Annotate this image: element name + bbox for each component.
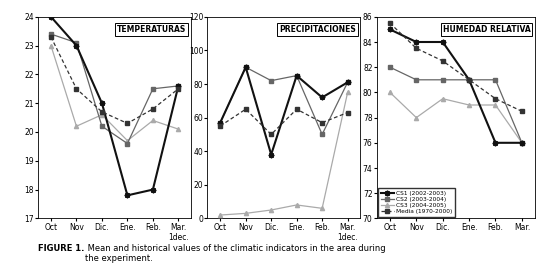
- Text: FIGURE 1.: FIGURE 1.: [38, 244, 85, 253]
- Text: HUMEDAD RELATIVA: HUMEDAD RELATIVA: [443, 25, 530, 34]
- Legend: CS1 (2002-2003), CS2 (2003-2004), CS3 (2004-2005), Media (1970-2000): CS1 (2002-2003), CS2 (2003-2004), CS3 (2…: [378, 188, 455, 217]
- Text: TEMPERATURAS: TEMPERATURAS: [117, 25, 187, 34]
- Text: Mean and historical values of the climatic indicators in the area during
the exp: Mean and historical values of the climat…: [85, 244, 385, 263]
- Text: PRECIPITACIONES: PRECIPITACIONES: [279, 25, 356, 34]
